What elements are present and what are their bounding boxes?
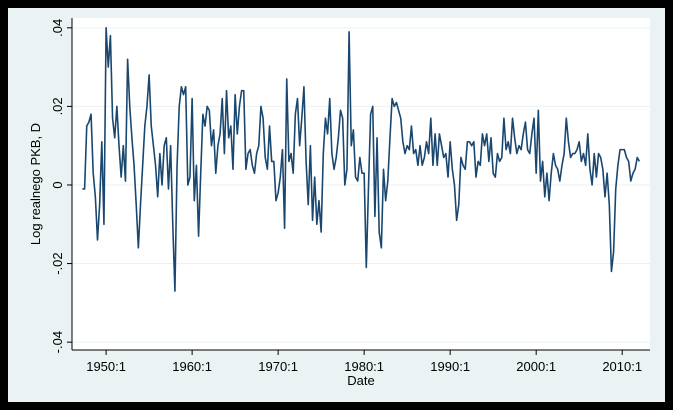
y-tick-label: -.04 — [50, 331, 65, 353]
data-line — [82, 27, 641, 292]
y-tick-label: .04 — [50, 19, 65, 37]
x-tick-label: 1980:1 — [344, 359, 384, 374]
y-axis-title: Log realnego PKB, D — [28, 123, 43, 245]
x-tick-label: 1990:1 — [430, 359, 470, 374]
x-tick-label: 2000:1 — [516, 359, 556, 374]
y-tick-label: -.02 — [50, 252, 65, 274]
y-tick-label: .02 — [50, 97, 65, 115]
x-tick-label: 2010:1 — [602, 359, 642, 374]
y-tick-label: 0 — [50, 181, 65, 188]
x-tick-label: 1960:1 — [172, 359, 212, 374]
x-axis-title: Date — [347, 373, 374, 388]
x-tick-label: 1970:1 — [258, 359, 298, 374]
x-tick-label: 1950:1 — [86, 359, 126, 374]
